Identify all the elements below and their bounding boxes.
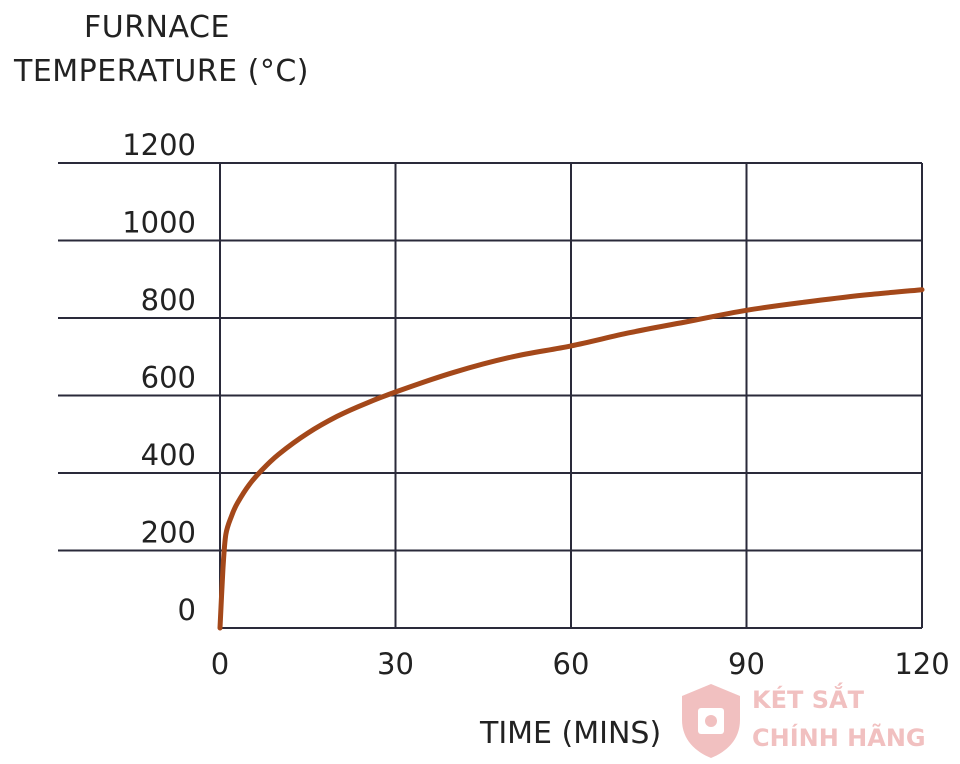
y-tick-label: 0: [178, 593, 196, 627]
tick-labels: 0 200 400 600 800 1000 1200 0 30 60 90 120: [122, 128, 949, 681]
y-tick-label: 600: [141, 361, 196, 395]
series-line-temperature: [217, 287, 925, 631]
y-tick-label: 200: [141, 516, 196, 550]
y-tick-label: 400: [141, 438, 196, 472]
watermark-line-1: KÉT SẮT: [752, 686, 864, 714]
y-axis-label: FURNACE TEMPERATURE (°C): [14, 6, 309, 94]
x-tick-label: 60: [553, 647, 590, 681]
chart-grid: [58, 162, 923, 629]
y-tick-label: 1200: [122, 128, 196, 162]
x-tick-label: 30: [377, 647, 414, 681]
watermark-logo: KÉT SẮT CHÍNH HÃNG: [672, 680, 956, 760]
x-tick-label: 120: [894, 647, 949, 681]
x-axis-label: TIME (MINS): [480, 716, 662, 751]
y-axis-label-line-1: FURNACE: [84, 10, 230, 45]
x-tick-label: 90: [728, 647, 765, 681]
shield-icon: [682, 684, 740, 758]
y-axis-label-line-2: TEMPERATURE (°C): [14, 54, 310, 89]
y-tick-label: 800: [141, 283, 196, 317]
x-tick-label: 0: [211, 647, 229, 681]
watermark-line-2: CHÍNH HÃNG: [752, 724, 926, 752]
y-tick-label: 1000: [122, 206, 196, 240]
